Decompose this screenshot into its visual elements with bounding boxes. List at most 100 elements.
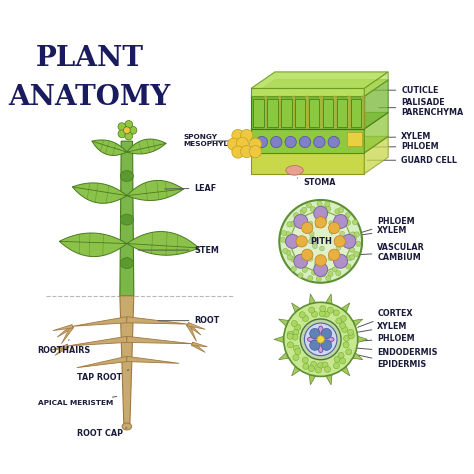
Circle shape <box>354 251 359 256</box>
Circle shape <box>294 215 308 228</box>
Polygon shape <box>251 112 388 129</box>
Circle shape <box>314 263 328 276</box>
Polygon shape <box>62 325 74 344</box>
Ellipse shape <box>318 326 323 337</box>
Circle shape <box>334 236 346 247</box>
Circle shape <box>283 248 288 254</box>
Circle shape <box>329 221 334 226</box>
Circle shape <box>321 328 332 339</box>
Polygon shape <box>120 296 134 424</box>
Text: LEAF: LEAF <box>164 184 217 193</box>
Circle shape <box>349 255 355 260</box>
Polygon shape <box>281 100 292 127</box>
Circle shape <box>310 236 315 241</box>
Polygon shape <box>127 337 192 344</box>
Text: PHLOEM: PHLOEM <box>351 217 415 236</box>
Polygon shape <box>352 352 363 360</box>
Circle shape <box>322 362 328 368</box>
Polygon shape <box>292 96 295 129</box>
Text: ROOTHAIRS: ROOTHAIRS <box>37 340 91 355</box>
Circle shape <box>300 209 305 214</box>
Circle shape <box>326 276 331 281</box>
Polygon shape <box>292 303 301 313</box>
Circle shape <box>308 221 313 226</box>
Text: PHLOEM: PHLOEM <box>334 334 415 343</box>
Circle shape <box>228 138 240 150</box>
Circle shape <box>293 329 299 335</box>
Circle shape <box>317 336 324 343</box>
Polygon shape <box>73 317 127 326</box>
Circle shape <box>321 206 326 211</box>
Circle shape <box>302 267 308 273</box>
Circle shape <box>334 356 340 363</box>
Circle shape <box>328 222 340 234</box>
Polygon shape <box>127 356 179 364</box>
Polygon shape <box>68 337 127 346</box>
Circle shape <box>336 246 341 250</box>
Circle shape <box>311 311 318 317</box>
Text: STOMA: STOMA <box>297 178 336 187</box>
Polygon shape <box>356 336 367 343</box>
Circle shape <box>311 270 317 275</box>
Circle shape <box>328 249 340 261</box>
Polygon shape <box>352 319 363 327</box>
Circle shape <box>333 310 339 316</box>
Circle shape <box>301 319 341 360</box>
Circle shape <box>343 342 349 348</box>
Circle shape <box>317 201 322 206</box>
Circle shape <box>324 366 330 373</box>
Circle shape <box>310 361 317 367</box>
Circle shape <box>285 239 290 245</box>
Polygon shape <box>251 72 388 89</box>
Circle shape <box>306 203 311 208</box>
Text: PALISADE
PARENCHYMA: PALISADE PARENCHYMA <box>379 98 464 118</box>
Circle shape <box>279 200 362 283</box>
Circle shape <box>249 146 262 158</box>
Polygon shape <box>73 183 127 203</box>
Ellipse shape <box>120 171 133 182</box>
Polygon shape <box>310 294 316 305</box>
Text: ROOT CAP: ROOT CAP <box>77 428 127 438</box>
Circle shape <box>328 256 333 261</box>
Polygon shape <box>51 344 68 350</box>
Circle shape <box>339 358 346 364</box>
Text: XYLEM: XYLEM <box>340 322 408 335</box>
Circle shape <box>232 129 244 142</box>
Circle shape <box>293 355 299 361</box>
Text: XYLEM: XYLEM <box>367 132 432 141</box>
Circle shape <box>326 206 331 211</box>
Polygon shape <box>92 140 127 155</box>
Circle shape <box>316 223 320 228</box>
Circle shape <box>301 222 313 234</box>
Circle shape <box>356 241 361 246</box>
Circle shape <box>303 363 309 369</box>
Text: PITH: PITH <box>310 237 332 246</box>
Circle shape <box>340 231 345 236</box>
Polygon shape <box>323 100 333 127</box>
Polygon shape <box>364 80 388 129</box>
Text: ENDODERMIS: ENDODERMIS <box>344 347 438 357</box>
Circle shape <box>118 123 126 131</box>
Circle shape <box>354 232 359 237</box>
Circle shape <box>345 212 350 218</box>
Circle shape <box>334 215 347 228</box>
Circle shape <box>319 246 324 251</box>
Ellipse shape <box>271 137 282 148</box>
Text: PHLOEM: PHLOEM <box>367 142 439 151</box>
Circle shape <box>319 310 325 317</box>
Circle shape <box>343 217 348 222</box>
Polygon shape <box>55 345 69 356</box>
Circle shape <box>310 231 314 236</box>
Ellipse shape <box>120 258 133 269</box>
Polygon shape <box>187 322 205 329</box>
Circle shape <box>304 323 337 356</box>
Circle shape <box>125 132 133 140</box>
Circle shape <box>321 340 332 350</box>
Text: EPIDERMIS: EPIDERMIS <box>357 355 427 369</box>
Polygon shape <box>120 141 134 296</box>
Circle shape <box>232 146 244 158</box>
Circle shape <box>287 222 292 227</box>
Circle shape <box>295 324 301 330</box>
Circle shape <box>299 312 305 318</box>
Text: GUARD CELL: GUARD CELL <box>367 156 457 165</box>
